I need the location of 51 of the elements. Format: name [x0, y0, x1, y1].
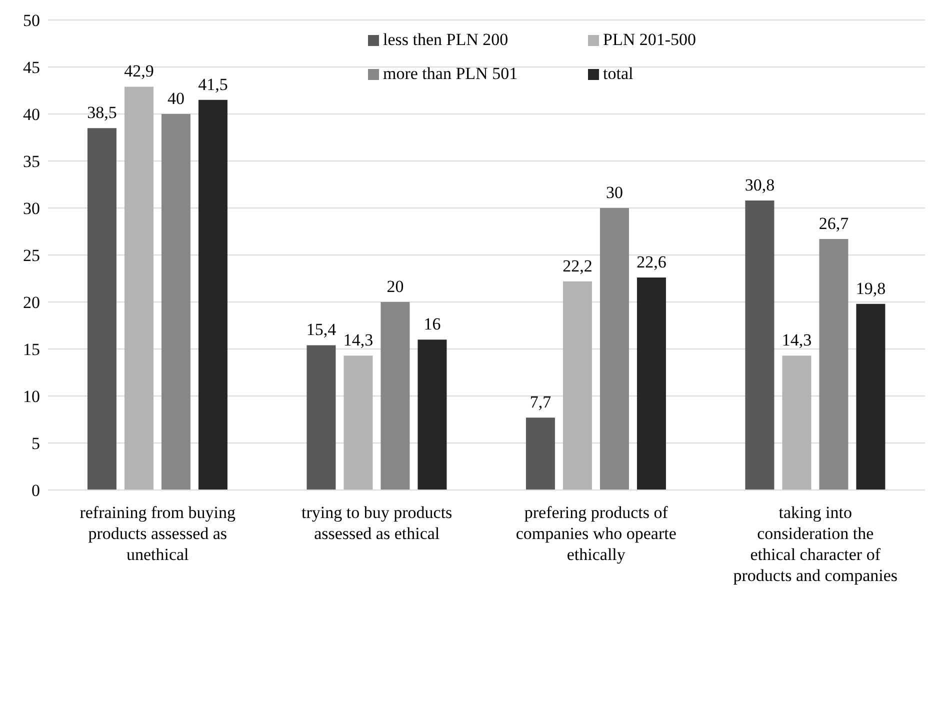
- legend-label: PLN 201-500: [603, 30, 696, 50]
- y-tick-label: 25: [23, 246, 40, 266]
- data-label: 41,5: [198, 74, 228, 94]
- bar: [380, 302, 410, 490]
- legend-label: less then PLN 200: [383, 30, 508, 50]
- bar: [418, 340, 447, 490]
- legend-label: total: [603, 64, 634, 84]
- bar: [856, 304, 886, 490]
- bar: [745, 200, 774, 490]
- bar: [782, 356, 812, 490]
- y-tick-label: 35: [23, 152, 40, 172]
- data-label: 14,3: [343, 330, 374, 350]
- data-label: 42,9: [124, 62, 154, 81]
- data-label: 26,7: [818, 214, 850, 234]
- y-tick-label: 5: [32, 434, 40, 454]
- x-tick-label: refraining from buying products assessed as unethical: [80, 503, 236, 564]
- bar: [87, 128, 116, 490]
- y-tick-label: 50: [23, 11, 40, 30]
- x-tick-label: prefering products of companies who opearte ethically: [516, 503, 676, 564]
- y-tick-label: 0: [32, 481, 40, 500]
- bar: [161, 114, 190, 490]
- bar: [562, 281, 592, 490]
- y-tick-label: 20: [23, 293, 40, 312]
- data-label: 14,3: [782, 330, 812, 350]
- data-label: 38,5: [87, 103, 117, 122]
- data-label: 40: [167, 89, 184, 108]
- data-label: 22,2: [562, 256, 592, 276]
- bar: [636, 278, 666, 490]
- y-tick-label: 40: [23, 105, 40, 124]
- bar: [600, 208, 629, 490]
- x-tick-label: trying to buy products assessed as ethical: [302, 503, 452, 543]
- bar: [526, 418, 555, 490]
- y-tick-label: 10: [23, 387, 40, 406]
- bar: [344, 356, 373, 490]
- bar: [306, 345, 336, 490]
- data-label: 30: [606, 183, 623, 202]
- y-tick-label: 30: [23, 199, 40, 218]
- data-label: 30,8: [744, 175, 775, 194]
- data-label: 7,7: [530, 392, 552, 412]
- y-tick-label: 15: [23, 340, 40, 360]
- legend-label: more than PLN 501: [383, 64, 518, 84]
- data-label: 15,4: [306, 320, 337, 340]
- data-label: 22,6: [636, 252, 666, 272]
- data-label: 19,8: [856, 278, 886, 298]
- data-label: 16: [424, 314, 441, 334]
- bar: [124, 86, 154, 490]
- bar: [819, 239, 848, 490]
- data-label: 20: [386, 277, 404, 296]
- bar: [198, 100, 228, 490]
- x-tick-label: taking into consideration the ethical character of products and companies: [733, 503, 898, 585]
- y-tick-label: 45: [23, 58, 40, 78]
